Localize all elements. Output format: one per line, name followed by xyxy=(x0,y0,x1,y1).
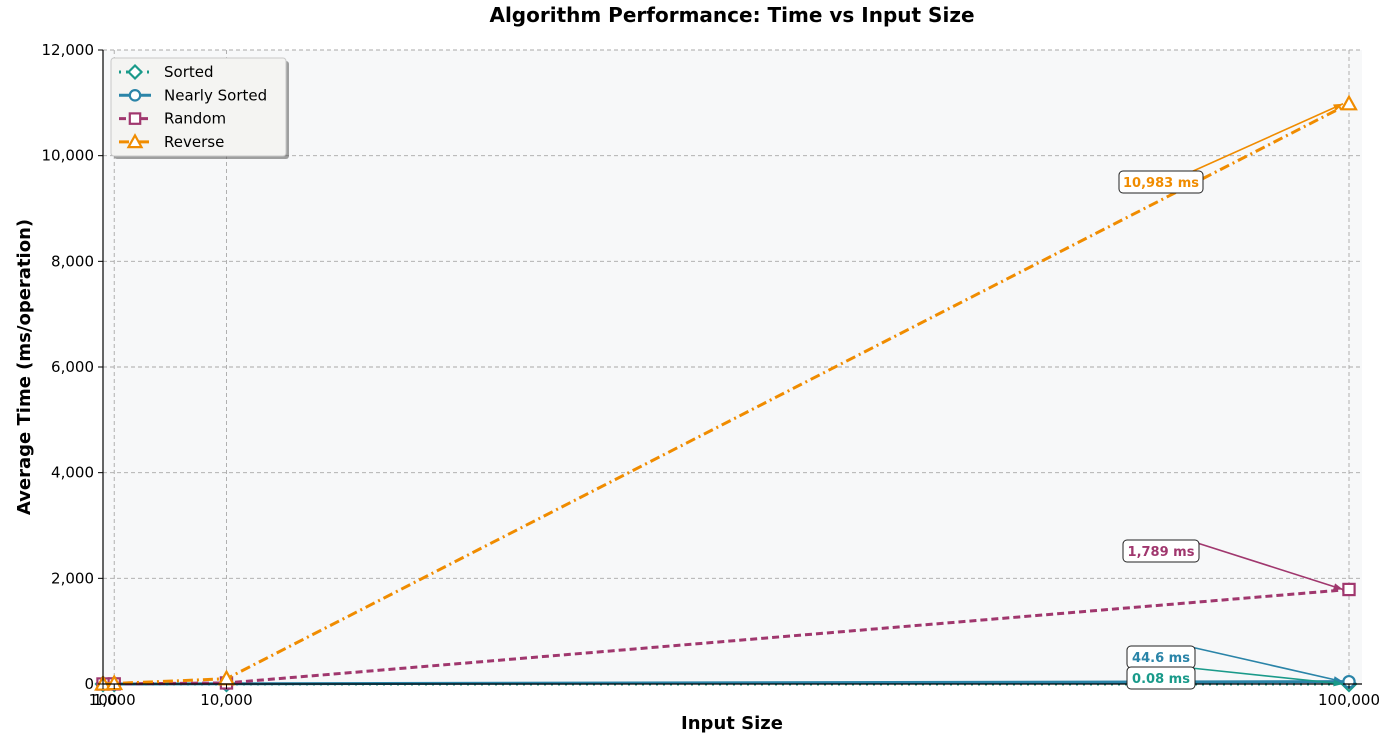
annotation-label: 44.6 ms xyxy=(1132,651,1190,666)
y-tick-label: 8,000 xyxy=(51,252,94,270)
annotation-arrow xyxy=(1190,667,1344,685)
y-tick-label: 6,000 xyxy=(51,358,94,376)
annotation: 1,789 ms xyxy=(1122,539,1344,591)
annotation: 10,983 ms xyxy=(1118,103,1344,194)
annotation-label: 10,983 ms xyxy=(1123,176,1199,191)
data-point xyxy=(105,674,124,691)
x-axis-label: Input Size xyxy=(681,713,783,734)
x-tick-label: 100,000 xyxy=(1318,691,1380,709)
x-tick-label: 1,000 xyxy=(93,691,136,709)
legend-entry: Reverse xyxy=(119,133,224,151)
annotation-box xyxy=(1118,170,1204,194)
annotation: 0.08 ms xyxy=(1126,666,1344,690)
annotation-label: 0.08 ms xyxy=(1132,672,1190,687)
annotations: 10,983 ms 1,789 ms 44.6 ms 0.08 ms xyxy=(1118,103,1344,690)
annotation: 44.6 ms xyxy=(1126,645,1344,683)
legend-label: Nearly Sorted xyxy=(164,86,267,104)
y-tick-label: 12,000 xyxy=(42,41,95,59)
legend-marker xyxy=(126,133,144,149)
annotation-arrow xyxy=(1190,103,1344,173)
annotation-arrowhead xyxy=(1333,679,1343,687)
legend: Sorted Nearly Sorted Random Reverse xyxy=(110,57,289,159)
legend-entry: Random xyxy=(119,110,226,128)
y-tick-label: 2,000 xyxy=(51,569,94,587)
annotation-box xyxy=(1122,539,1200,563)
annotation-box xyxy=(1126,666,1196,690)
y-tick-label: 0 xyxy=(84,675,94,693)
legend-label: Random xyxy=(164,110,226,128)
legend-box xyxy=(110,57,287,157)
annotation-arrow xyxy=(1190,540,1344,591)
legend-label: Reverse xyxy=(164,133,224,151)
data-point xyxy=(1342,582,1356,597)
annotation-arrow xyxy=(1190,646,1344,683)
plot-area xyxy=(103,50,1362,684)
legend-entry: Sorted xyxy=(119,63,214,81)
y-tick-label: 4,000 xyxy=(51,464,94,482)
legend-entry: Nearly Sorted xyxy=(119,86,267,104)
legend-marker xyxy=(128,89,142,102)
data-point xyxy=(1340,94,1358,111)
y-axis-label: Average Time (ms/operation) xyxy=(14,219,35,515)
x-tick-label: 100 xyxy=(89,691,118,709)
legend-label: Sorted xyxy=(164,63,214,81)
legend-marker xyxy=(126,63,144,81)
annotation-arrowhead xyxy=(1333,583,1343,590)
axes: 0 2,000 4,000 6,000 8,000 10,000 12,000 1001,00… xyxy=(42,41,1381,709)
y-tick-label: 10,000 xyxy=(42,147,95,165)
annotation-arrowhead xyxy=(1333,103,1343,111)
chart-title: Algorithm Performance: Time vs Input Siz… xyxy=(489,3,974,27)
x-tick-label: 10,000 xyxy=(200,691,253,709)
annotation-label: 1,789 ms xyxy=(1128,545,1195,560)
legend-marker xyxy=(128,112,142,125)
